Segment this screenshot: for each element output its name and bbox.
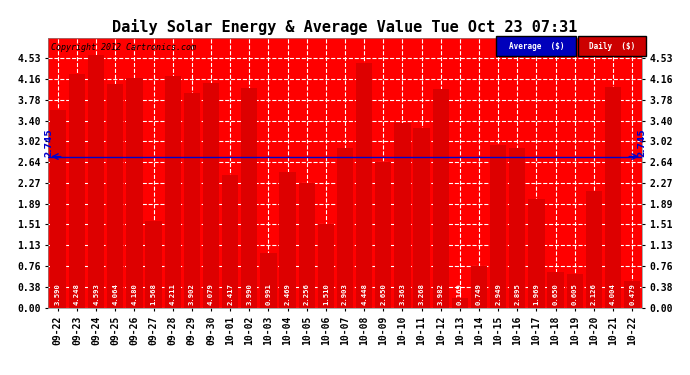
Bar: [452, 298, 468, 307]
Bar: [471, 266, 487, 308]
Bar: [547, 272, 564, 308]
Bar: [279, 172, 296, 308]
Text: 3.590: 3.590: [55, 283, 61, 305]
Text: 4.064: 4.064: [112, 283, 118, 305]
Text: 1.969: 1.969: [533, 283, 540, 305]
Text: Average  ($): Average ($): [509, 42, 564, 51]
Bar: [203, 83, 219, 308]
Text: Copyright 2012 Cartronics.com: Copyright 2012 Cartronics.com: [51, 43, 196, 52]
Text: 3.268: 3.268: [419, 283, 424, 305]
Bar: [490, 146, 506, 308]
Bar: [317, 225, 334, 308]
Text: 2.745: 2.745: [637, 128, 647, 156]
Bar: [241, 88, 257, 308]
Text: 1.568: 1.568: [150, 283, 157, 305]
Text: 2.650: 2.650: [380, 283, 386, 305]
Text: 3.902: 3.902: [189, 283, 195, 305]
Text: 2.256: 2.256: [304, 283, 310, 305]
Bar: [50, 110, 66, 308]
Text: 4.448: 4.448: [361, 283, 367, 305]
Text: 3.990: 3.990: [246, 283, 253, 305]
FancyBboxPatch shape: [578, 36, 646, 56]
Text: 2.949: 2.949: [495, 283, 501, 305]
Bar: [88, 55, 104, 308]
Bar: [69, 74, 85, 308]
Bar: [566, 274, 583, 308]
Text: 4.079: 4.079: [208, 283, 214, 305]
Bar: [529, 199, 544, 308]
Text: 2.469: 2.469: [284, 283, 290, 305]
Bar: [146, 221, 161, 308]
Text: 4.593: 4.593: [93, 283, 99, 305]
Text: 0.479: 0.479: [629, 283, 635, 305]
Bar: [222, 175, 238, 308]
FancyBboxPatch shape: [496, 36, 576, 56]
Bar: [509, 148, 525, 308]
Bar: [260, 253, 277, 308]
Bar: [126, 78, 143, 308]
Bar: [299, 183, 315, 308]
Bar: [184, 93, 200, 308]
Text: 1.510: 1.510: [323, 283, 329, 305]
Text: 4.248: 4.248: [74, 283, 80, 305]
Text: 2.417: 2.417: [227, 283, 233, 305]
Bar: [433, 88, 449, 308]
Text: 0.169: 0.169: [457, 283, 463, 305]
Title: Daily Solar Energy & Average Value Tue Oct 23 07:31: Daily Solar Energy & Average Value Tue O…: [112, 19, 578, 35]
Bar: [624, 281, 640, 308]
Text: 4.004: 4.004: [610, 283, 616, 305]
Text: 4.180: 4.180: [131, 283, 137, 305]
Text: 3.982: 3.982: [437, 283, 444, 305]
Bar: [605, 87, 621, 308]
Text: 2.126: 2.126: [591, 283, 597, 305]
Bar: [375, 162, 391, 308]
Text: 0.605: 0.605: [572, 283, 578, 305]
Text: Daily  ($): Daily ($): [589, 42, 635, 51]
Text: 0.650: 0.650: [553, 283, 559, 305]
Bar: [394, 123, 411, 308]
Text: 2.745: 2.745: [43, 128, 53, 156]
Text: 4.211: 4.211: [170, 283, 176, 305]
Text: 2.895: 2.895: [514, 283, 520, 305]
Text: 3.363: 3.363: [400, 283, 406, 305]
Bar: [586, 190, 602, 308]
Text: 0.991: 0.991: [266, 283, 271, 305]
Bar: [356, 63, 373, 308]
Bar: [413, 128, 430, 308]
Bar: [107, 84, 124, 308]
Bar: [337, 148, 353, 308]
Text: 0.749: 0.749: [476, 283, 482, 305]
Text: 2.903: 2.903: [342, 283, 348, 305]
Bar: [165, 76, 181, 308]
